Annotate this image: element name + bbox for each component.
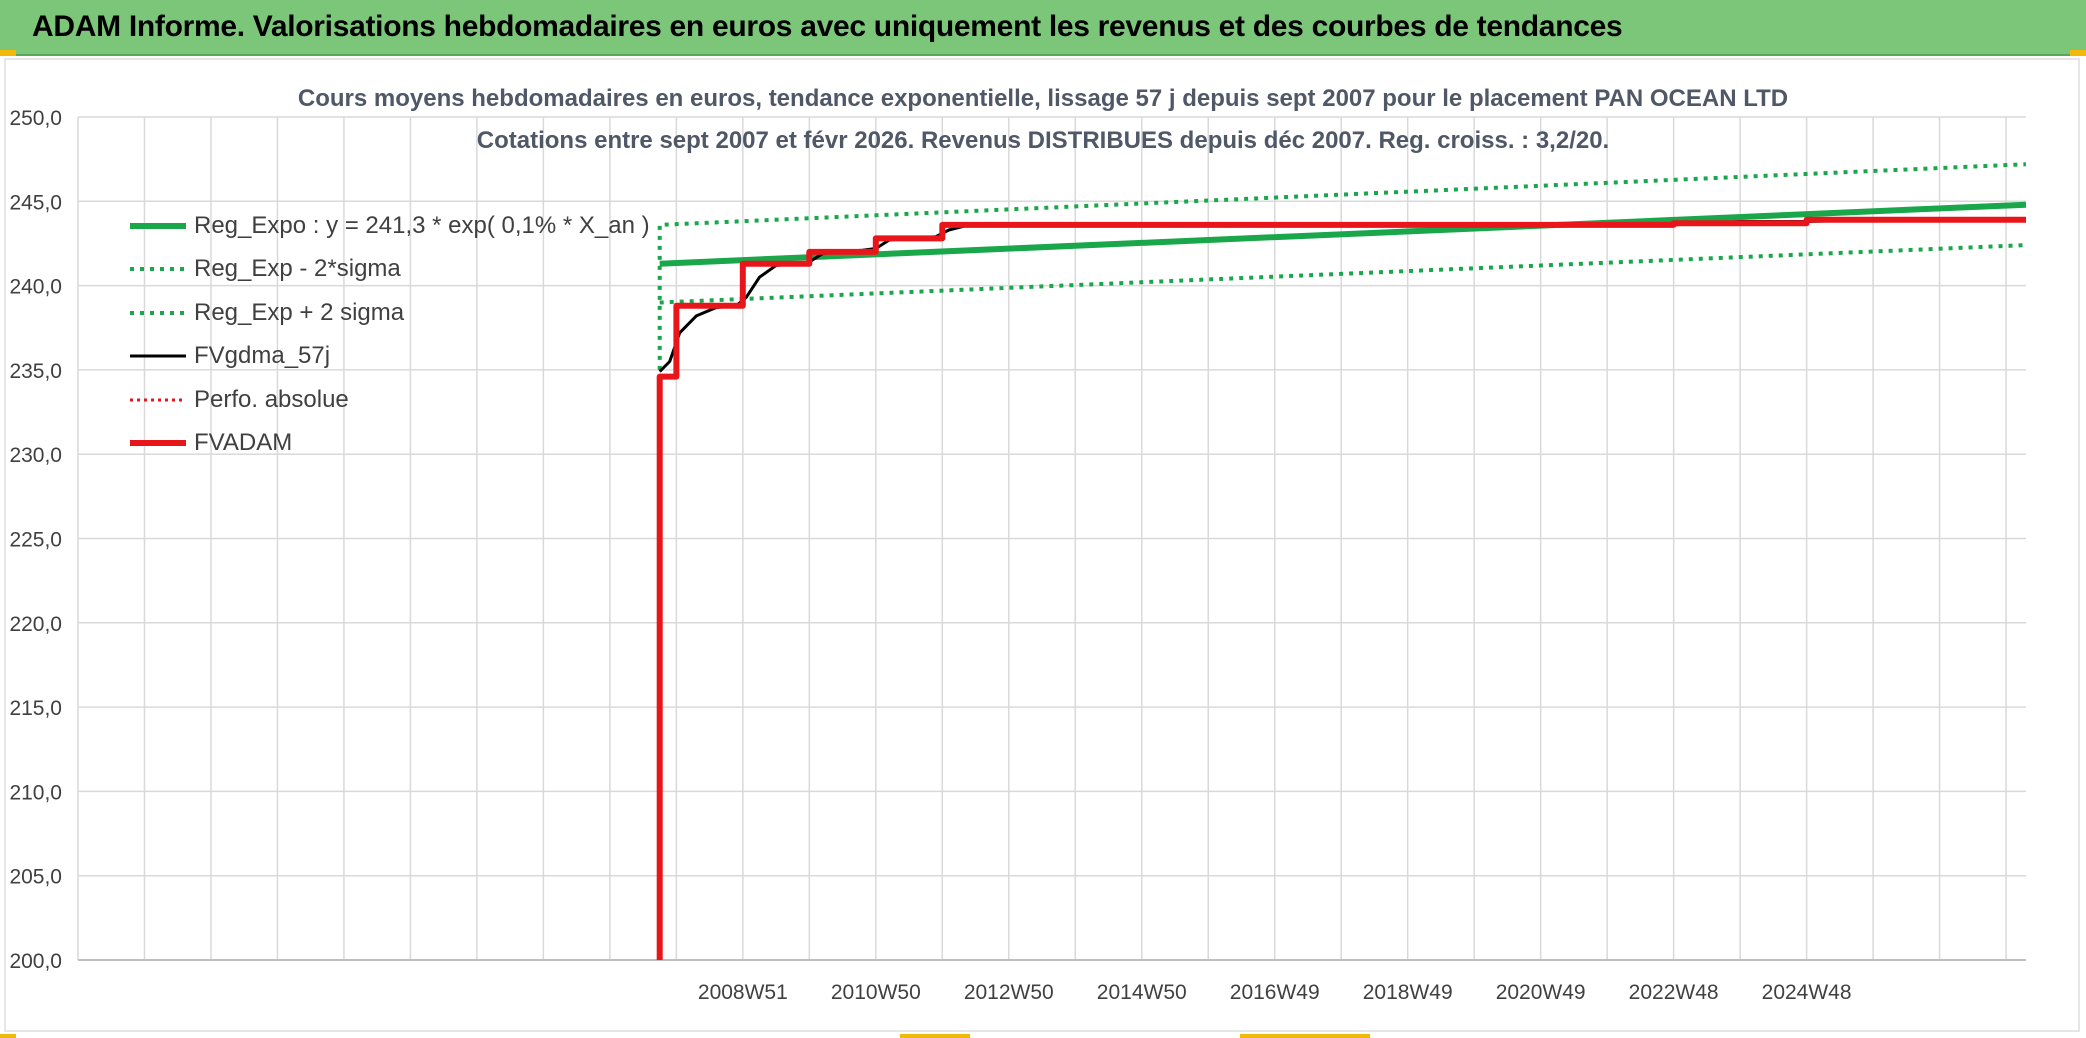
y-tick-label: 230,0 — [9, 444, 62, 467]
legend-swatch — [128, 309, 188, 317]
legend-swatch — [128, 265, 188, 273]
x-tick-label: 2018W49 — [1363, 981, 1453, 1004]
y-tick-label: 200,0 — [9, 950, 62, 973]
y-tick-label: 250,0 — [9, 107, 62, 130]
series-line-0 — [659, 201, 2027, 267]
legend-item: Reg_Expo : y = 241,3 * exp( 0,1% * X_an … — [128, 204, 650, 248]
x-tick-label: 2008W51 — [698, 981, 788, 1004]
legend-swatch — [128, 396, 188, 404]
legend-item: Reg_Exp + 2 sigma — [128, 291, 650, 335]
legend-label: Perfo. absolue — [194, 385, 349, 413]
chart-title: Cours moyens hebdomadaires en euros, ten… — [297, 85, 1789, 112]
chart-subtitle: Cotations entre sept 2007 et févr 2026. … — [476, 127, 1610, 154]
chart-legend: Reg_Expo : y = 241,3 * exp( 0,1% * X_an … — [128, 204, 650, 465]
x-tick-label: 2024W48 — [1762, 981, 1852, 1004]
legend-swatch — [128, 439, 188, 447]
report-header: ADAM Informe. Valorisations hebdomadaire… — [0, 0, 2086, 56]
series-layer — [656, 162, 2027, 960]
legend-label: FVgdma_57j — [194, 342, 331, 370]
series-line-2 — [659, 243, 2027, 305]
y-tick-labels: 200,0 205,0 210,0 215,0 220,0 225,0 230,0 235,0… — [9, 107, 62, 973]
series-line-3 — [658, 218, 2026, 373]
y-tick-label: 215,0 — [9, 697, 62, 720]
legend-item: Perfo. absolue — [128, 378, 650, 422]
y-tick-label: 220,0 — [9, 613, 62, 636]
x-tick-label: 2016W49 — [1230, 981, 1320, 1004]
legend-label: Reg_Exp + 2 sigma — [194, 298, 405, 326]
series-line-1 — [657, 162, 2027, 370]
x-tick-label: 2022W48 — [1629, 981, 1719, 1004]
y-tick-label: 235,0 — [9, 360, 62, 383]
legend-item: Reg_Exp - 2*sigma — [128, 248, 650, 292]
series-line-5 — [656, 216, 2026, 960]
x-tick-labels: 2008W51 2010W50 2012W50 2014W50 2016W49 2018W… — [698, 981, 1852, 1004]
x-tick-label: 2012W50 — [964, 981, 1054, 1004]
legend-label: Reg_Exp - 2*sigma — [194, 255, 401, 283]
y-tick-label: 245,0 — [9, 191, 62, 214]
legend-label: FVADAM — [194, 429, 293, 457]
corner-mark-bottom-mid2 — [1240, 1034, 1370, 1038]
y-tick-label: 240,0 — [9, 276, 62, 299]
corner-mark-right — [2070, 50, 2086, 56]
y-tick-label: 225,0 — [9, 529, 62, 552]
legend-item: FVgdma_57j — [128, 335, 650, 379]
x-tick-label: 2010W50 — [831, 981, 921, 1004]
x-tick-label: 2020W49 — [1496, 981, 1586, 1004]
legend-label: Reg_Expo : y = 241,3 * exp( 0,1% * X_an … — [194, 211, 650, 239]
corner-mark-bottom-left — [0, 1034, 16, 1038]
legend-item: FVADAM — [128, 422, 650, 466]
report-title: ADAM Informe. Valorisations hebdomadaire… — [32, 10, 1623, 43]
corner-mark-left — [0, 50, 16, 56]
legend-swatch — [128, 352, 188, 360]
x-tick-label: 2014W50 — [1097, 981, 1187, 1004]
corner-mark-bottom-mid1 — [900, 1034, 970, 1038]
legend-swatch — [128, 222, 188, 230]
y-tick-label: 210,0 — [9, 781, 62, 804]
chart-frame — [4, 58, 2080, 1032]
y-tick-label: 205,0 — [9, 866, 62, 889]
grid-layer — [77, 116, 2026, 961]
